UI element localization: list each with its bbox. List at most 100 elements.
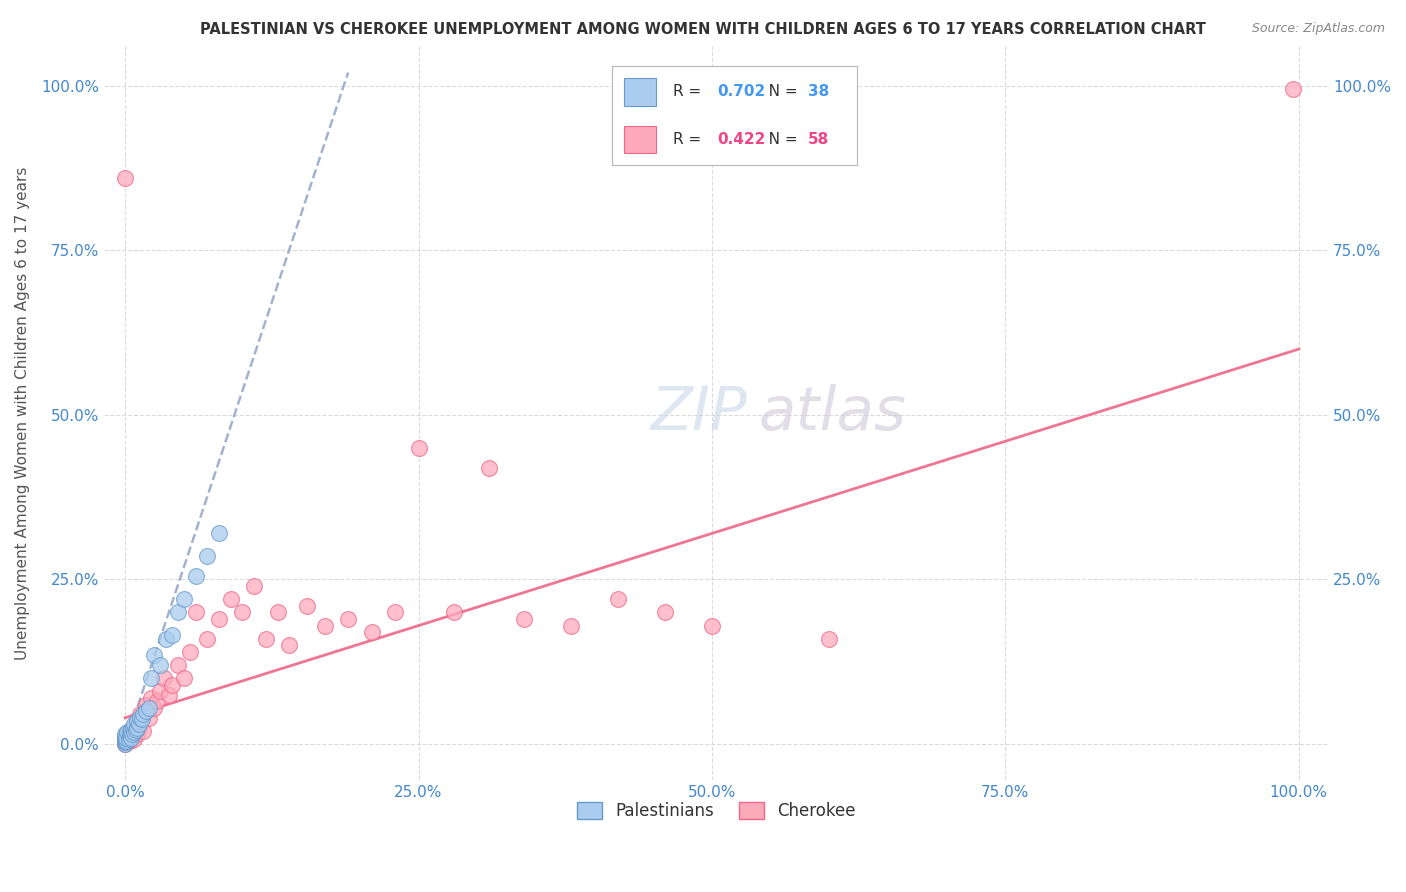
Point <box>124 717 146 731</box>
Point <box>128 721 150 735</box>
Point <box>195 632 218 646</box>
Point <box>120 731 142 745</box>
Point <box>115 731 138 745</box>
Point <box>124 731 146 746</box>
Point <box>153 671 176 685</box>
Point <box>124 723 146 738</box>
Point <box>443 606 465 620</box>
Point <box>607 592 630 607</box>
Point <box>120 723 142 737</box>
Point <box>125 727 148 741</box>
Point <box>818 632 841 646</box>
Y-axis label: Unemployment Among Women with Children Ages 6 to 17 years: Unemployment Among Women with Children A… <box>15 167 30 660</box>
Point <box>114 170 136 185</box>
Point <box>278 638 301 652</box>
Point <box>254 632 277 646</box>
Point <box>138 701 160 715</box>
Point <box>360 625 382 640</box>
Point <box>654 606 676 620</box>
Point <box>219 592 242 607</box>
Point <box>114 727 136 741</box>
Point <box>149 658 172 673</box>
Point <box>131 723 153 738</box>
Point <box>114 737 136 751</box>
Point <box>243 579 266 593</box>
Legend: Palestinians, Cherokee: Palestinians, Cherokee <box>569 796 862 827</box>
Point <box>128 717 150 731</box>
Point <box>118 733 141 747</box>
Point <box>117 731 139 746</box>
Point <box>143 701 166 715</box>
Text: atlas: atlas <box>759 384 907 442</box>
Point <box>139 691 162 706</box>
Point <box>114 731 136 746</box>
Point <box>184 569 207 583</box>
Point <box>125 721 148 735</box>
Point <box>1282 82 1305 96</box>
Point <box>513 612 536 626</box>
Point <box>478 460 501 475</box>
Point <box>138 711 160 725</box>
Point <box>700 618 723 632</box>
Point <box>157 688 180 702</box>
Point <box>122 721 145 735</box>
Point <box>118 729 141 743</box>
Point <box>118 725 141 739</box>
Point <box>115 735 138 749</box>
Point <box>167 606 190 620</box>
Point <box>114 729 136 743</box>
Point <box>120 731 142 745</box>
Point <box>560 618 582 632</box>
Point <box>179 645 201 659</box>
Point <box>208 612 231 626</box>
Point <box>114 733 136 747</box>
Point <box>195 549 218 564</box>
Point <box>129 707 152 722</box>
Point <box>167 658 190 673</box>
Point <box>124 723 146 737</box>
Point <box>184 606 207 620</box>
Point <box>129 711 152 725</box>
Point <box>146 694 169 708</box>
Point <box>115 733 138 747</box>
Point <box>231 606 253 620</box>
Point <box>134 704 156 718</box>
Point <box>117 725 139 739</box>
Text: PALESTINIAN VS CHEROKEE UNEMPLOYMENT AMONG WOMEN WITH CHILDREN AGES 6 TO 17 YEAR: PALESTINIAN VS CHEROKEE UNEMPLOYMENT AMO… <box>200 22 1206 37</box>
Point <box>384 606 406 620</box>
Point <box>131 707 153 722</box>
Point <box>121 729 143 743</box>
Point <box>114 735 136 749</box>
Point <box>122 721 145 735</box>
Point <box>295 599 318 613</box>
Point <box>160 678 183 692</box>
Point <box>408 441 430 455</box>
Point <box>118 723 141 738</box>
Point <box>337 612 360 626</box>
Point <box>131 712 153 726</box>
Point <box>114 737 136 751</box>
Point <box>173 592 195 607</box>
Point <box>120 723 142 737</box>
Point <box>314 618 336 632</box>
Point <box>149 684 172 698</box>
Point <box>125 714 148 728</box>
Point <box>139 671 162 685</box>
Point <box>117 727 139 741</box>
Point <box>135 698 157 712</box>
Point <box>114 731 136 745</box>
Point <box>117 731 139 746</box>
Point <box>173 671 195 685</box>
Point <box>143 648 166 663</box>
Point <box>117 733 139 747</box>
Point <box>160 628 183 642</box>
Point <box>155 632 177 646</box>
Text: ZIP: ZIP <box>650 384 747 442</box>
Point <box>135 704 157 718</box>
Point <box>117 731 139 745</box>
Point <box>124 725 146 739</box>
Point <box>124 717 146 731</box>
Text: Source: ZipAtlas.com: Source: ZipAtlas.com <box>1251 22 1385 36</box>
Point <box>208 526 231 541</box>
Point <box>266 606 288 620</box>
